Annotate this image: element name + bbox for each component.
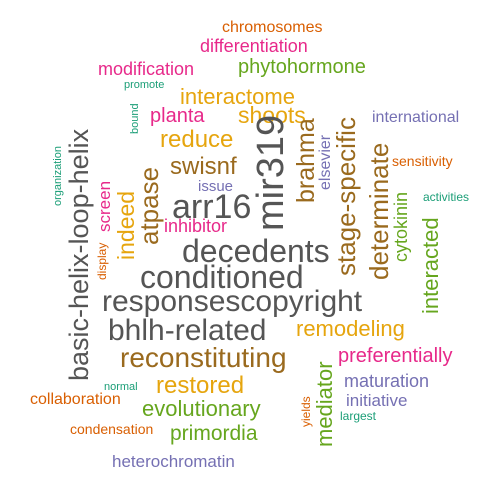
word-display: display [95,242,109,280]
word-maturation: maturation [344,371,430,391]
word-differentiation: differentiation [200,36,308,56]
word-conditioned: conditioned [140,259,304,295]
word-reconstituting: reconstituting [120,342,287,373]
word-stage-specific: stage-specific [331,117,361,276]
word-heterochromatin: heterochromatin [112,452,235,471]
word-chromosomes: chromosomes [222,19,323,36]
word-interactome: interactome [180,84,295,109]
word-mediator: mediator [312,361,337,447]
word-inhibitor: inhibitor [164,216,228,236]
word-organization: organization [52,146,64,206]
word-mir319: mir319 [250,114,292,231]
word-basic-helix-loop-helix: basic-helix-loop-helix [64,128,94,381]
word-modification: modification [98,59,195,79]
word-largest: largest [340,409,377,423]
word-interacted: interacted [418,217,443,314]
word-bound: bound [129,103,141,134]
word-shoots: shoots [238,102,306,128]
word-preferentially: preferentially [338,345,453,367]
word-arr16: arr16 [172,188,252,226]
word-normal: normal [104,381,138,393]
word-cytokinin: cytokinin [391,191,411,262]
word-responsescopyright: responsescopyright [102,285,363,318]
word-issue: issue [198,178,234,195]
word-promote: promote [124,79,165,91]
word-remodeling: remodeling [296,316,405,341]
word-evolutionary: evolutionary [142,396,261,421]
word-swisnf: swisnf [170,153,237,180]
word-screen: screen [95,180,114,232]
word-restored: restored [156,372,245,399]
word-international: international [372,109,460,126]
word-condensation: condensation [70,421,154,437]
word-indeed: indeed [113,190,139,260]
word-bhlh-related: bhlh-related [108,314,267,347]
word-determinate: determinate [364,142,394,280]
word-reduce: reduce [160,126,234,153]
word-atpase: atpase [134,166,164,245]
word-activities: activities [423,190,470,204]
word-planta: planta [150,105,205,127]
word-collaboration: collaboration [30,391,121,408]
word-yields: yields [299,396,313,427]
word-primordia: primordia [170,422,258,445]
word-phytohormone: phytohormone [238,56,366,78]
word-sensitivity: sensitivity [392,153,453,169]
word-brahma: brahma [292,118,320,203]
word-decedents: decedents [182,233,330,269]
word-initiative: initiative [346,391,408,410]
